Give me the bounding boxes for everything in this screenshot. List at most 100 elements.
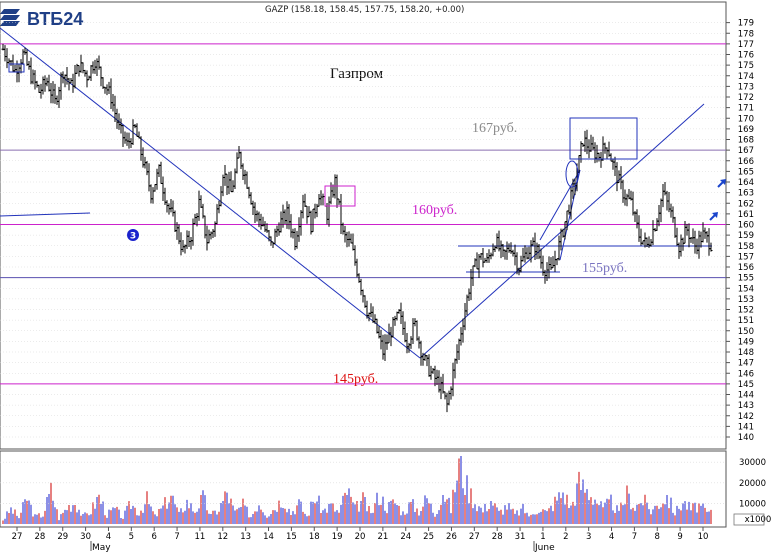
candle xyxy=(551,256,555,269)
candle xyxy=(71,73,75,93)
candle xyxy=(127,132,131,149)
candle xyxy=(31,69,35,85)
candle xyxy=(25,49,29,66)
candle xyxy=(149,184,153,204)
candle xyxy=(609,153,613,162)
candle xyxy=(547,256,551,279)
candle xyxy=(691,228,695,244)
candle xyxy=(49,82,53,104)
candle xyxy=(641,240,645,245)
candle xyxy=(191,218,195,246)
candle xyxy=(351,233,355,251)
candle xyxy=(39,83,43,99)
candle xyxy=(155,168,159,190)
candle xyxy=(413,318,417,327)
x-tick-label: 21 xyxy=(377,532,388,542)
candle xyxy=(57,86,61,108)
candle xyxy=(659,198,663,223)
y-tick-label: 158 xyxy=(738,242,754,252)
candle xyxy=(557,235,561,261)
y-tick-label: 177 xyxy=(738,40,754,50)
price-panel xyxy=(0,1,727,450)
candle xyxy=(279,211,283,233)
candle xyxy=(121,124,125,148)
candle xyxy=(701,222,705,243)
y-tick-label: 163 xyxy=(738,189,754,199)
candle xyxy=(453,358,457,379)
candle xyxy=(111,93,115,112)
y-tick-label: 171 xyxy=(738,104,754,114)
candle xyxy=(471,265,475,287)
candle xyxy=(611,158,615,170)
candle xyxy=(335,174,339,208)
candle xyxy=(311,208,315,233)
candle xyxy=(451,362,455,397)
candle xyxy=(593,142,597,164)
candle xyxy=(11,54,15,73)
x-tick-label: 1 xyxy=(540,532,545,542)
x-tick-label: 9 xyxy=(677,532,682,542)
candle xyxy=(47,74,51,92)
candle xyxy=(211,229,215,239)
candle xyxy=(499,240,503,259)
candle xyxy=(313,203,317,219)
quote-readout: GAZP (158.18, 158.45, 157.75, 158.20, +0… xyxy=(265,5,464,15)
candle xyxy=(319,190,323,206)
candle xyxy=(519,255,523,273)
candle xyxy=(459,327,463,346)
candle xyxy=(169,199,173,213)
x-tick-label: 18 xyxy=(309,532,320,542)
candle xyxy=(125,132,129,146)
candle xyxy=(445,392,449,413)
y-tick-label: 164 xyxy=(738,178,754,188)
candle xyxy=(19,59,23,74)
candle xyxy=(697,230,701,259)
candle xyxy=(635,209,639,229)
candle xyxy=(495,233,499,250)
candle xyxy=(637,215,641,242)
candle xyxy=(353,245,357,266)
y-tick-label: 162 xyxy=(738,199,754,209)
x-tick-label: 19 xyxy=(332,532,343,542)
candle xyxy=(707,228,711,256)
candle xyxy=(3,45,7,62)
y-tick-label: 145 xyxy=(738,380,754,390)
candle xyxy=(657,205,661,227)
candle xyxy=(705,231,709,243)
candle xyxy=(67,77,71,91)
candle xyxy=(379,329,383,350)
candle xyxy=(419,340,423,366)
y-tick-label: 154 xyxy=(738,284,754,294)
chart-title: Газпром xyxy=(330,66,384,82)
volume-unit: x1000 xyxy=(745,515,772,525)
candle xyxy=(317,193,321,207)
candle xyxy=(671,206,675,223)
candle xyxy=(699,231,703,248)
trendline xyxy=(0,212,91,217)
y-tick-label: 157 xyxy=(738,252,754,262)
candle xyxy=(225,173,229,195)
candle xyxy=(457,338,461,360)
candle xyxy=(381,334,385,360)
price-series xyxy=(1,43,713,413)
candle xyxy=(555,258,559,266)
y-tick-label: 140 xyxy=(738,433,754,443)
candle xyxy=(165,200,169,213)
candle xyxy=(123,131,127,144)
candle xyxy=(307,206,311,218)
annotations: 3 xyxy=(8,63,726,242)
y-tick-label: 176 xyxy=(738,51,754,61)
x-tick-label: 20 xyxy=(355,532,366,542)
month-label: May xyxy=(92,543,111,553)
candle xyxy=(13,64,17,73)
y-tick-label: 174 xyxy=(738,72,754,82)
candle xyxy=(95,58,99,77)
vtb24-logo: ВТБ24 xyxy=(0,9,83,29)
x-axis: 27 28 29 30 4 5 6 7 11 12 13 14 15 18 19 20 21 24 25 26 27 28… xyxy=(12,527,708,553)
candle xyxy=(309,210,313,235)
candle xyxy=(215,204,219,225)
candle xyxy=(653,227,657,232)
y-tick-label: 148 xyxy=(738,348,754,358)
candle xyxy=(151,187,155,204)
candle xyxy=(403,321,407,343)
